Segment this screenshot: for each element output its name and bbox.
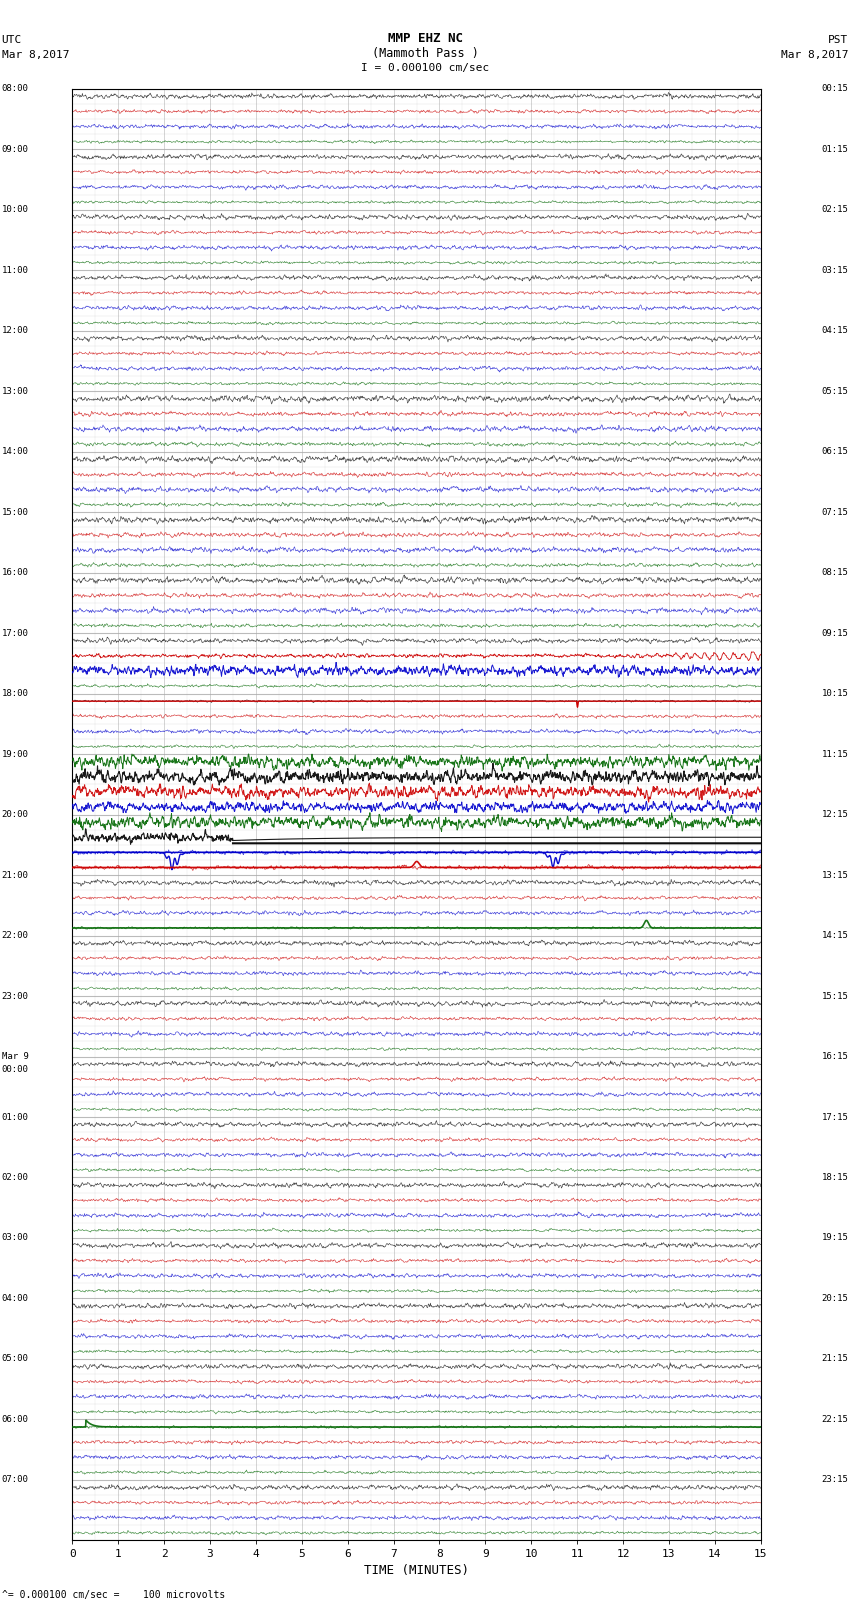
Text: 08:00: 08:00 xyxy=(2,84,29,94)
Text: 18:00: 18:00 xyxy=(2,689,29,698)
Text: 22:15: 22:15 xyxy=(821,1415,848,1424)
Text: 01:15: 01:15 xyxy=(821,145,848,153)
Text: 23:00: 23:00 xyxy=(2,992,29,1000)
Text: (Mammoth Pass ): (Mammoth Pass ) xyxy=(371,47,479,60)
Text: 00:15: 00:15 xyxy=(821,84,848,94)
Text: 12:15: 12:15 xyxy=(821,810,848,819)
Text: 01:00: 01:00 xyxy=(2,1113,29,1121)
Text: 18:15: 18:15 xyxy=(821,1173,848,1182)
Text: ^= 0.000100 cm/sec =    100 microvolts: ^= 0.000100 cm/sec = 100 microvolts xyxy=(2,1590,225,1600)
Text: 17:15: 17:15 xyxy=(821,1113,848,1121)
Text: 16:15: 16:15 xyxy=(821,1052,848,1061)
Text: 19:00: 19:00 xyxy=(2,750,29,758)
Text: Mar 8,2017: Mar 8,2017 xyxy=(781,50,848,60)
Text: 09:00: 09:00 xyxy=(2,145,29,153)
Text: 05:15: 05:15 xyxy=(821,387,848,395)
Text: 19:15: 19:15 xyxy=(821,1234,848,1242)
Text: 17:00: 17:00 xyxy=(2,629,29,637)
Text: 04:00: 04:00 xyxy=(2,1294,29,1303)
Text: 09:15: 09:15 xyxy=(821,629,848,637)
Text: 14:00: 14:00 xyxy=(2,447,29,456)
Text: 21:00: 21:00 xyxy=(2,871,29,879)
Text: 03:15: 03:15 xyxy=(821,266,848,274)
Text: 15:00: 15:00 xyxy=(2,508,29,516)
Text: 11:15: 11:15 xyxy=(821,750,848,758)
Text: 20:15: 20:15 xyxy=(821,1294,848,1303)
Text: 10:15: 10:15 xyxy=(821,689,848,698)
Text: 00:00: 00:00 xyxy=(2,1065,29,1074)
Text: UTC: UTC xyxy=(2,35,22,45)
Text: 21:15: 21:15 xyxy=(821,1355,848,1363)
Text: 13:00: 13:00 xyxy=(2,387,29,395)
Text: 14:15: 14:15 xyxy=(821,931,848,940)
Text: 20:00: 20:00 xyxy=(2,810,29,819)
Text: 22:00: 22:00 xyxy=(2,931,29,940)
Text: 23:15: 23:15 xyxy=(821,1476,848,1484)
Text: 10:00: 10:00 xyxy=(2,205,29,215)
Text: 05:00: 05:00 xyxy=(2,1355,29,1363)
Text: I = 0.000100 cm/sec: I = 0.000100 cm/sec xyxy=(361,63,489,73)
Text: 02:15: 02:15 xyxy=(821,205,848,215)
Text: 07:15: 07:15 xyxy=(821,508,848,516)
Text: Mar 8,2017: Mar 8,2017 xyxy=(2,50,69,60)
Text: Mar 9: Mar 9 xyxy=(2,1052,29,1061)
Text: 06:00: 06:00 xyxy=(2,1415,29,1424)
Text: 13:15: 13:15 xyxy=(821,871,848,879)
Text: 03:00: 03:00 xyxy=(2,1234,29,1242)
Text: 15:15: 15:15 xyxy=(821,992,848,1000)
X-axis label: TIME (MINUTES): TIME (MINUTES) xyxy=(364,1563,469,1576)
Text: 08:15: 08:15 xyxy=(821,568,848,577)
Text: 11:00: 11:00 xyxy=(2,266,29,274)
Text: 07:00: 07:00 xyxy=(2,1476,29,1484)
Text: 02:00: 02:00 xyxy=(2,1173,29,1182)
Text: 06:15: 06:15 xyxy=(821,447,848,456)
Text: 16:00: 16:00 xyxy=(2,568,29,577)
Text: 04:15: 04:15 xyxy=(821,326,848,336)
Text: MMP EHZ NC: MMP EHZ NC xyxy=(388,32,462,45)
Text: 12:00: 12:00 xyxy=(2,326,29,336)
Text: PST: PST xyxy=(828,35,848,45)
